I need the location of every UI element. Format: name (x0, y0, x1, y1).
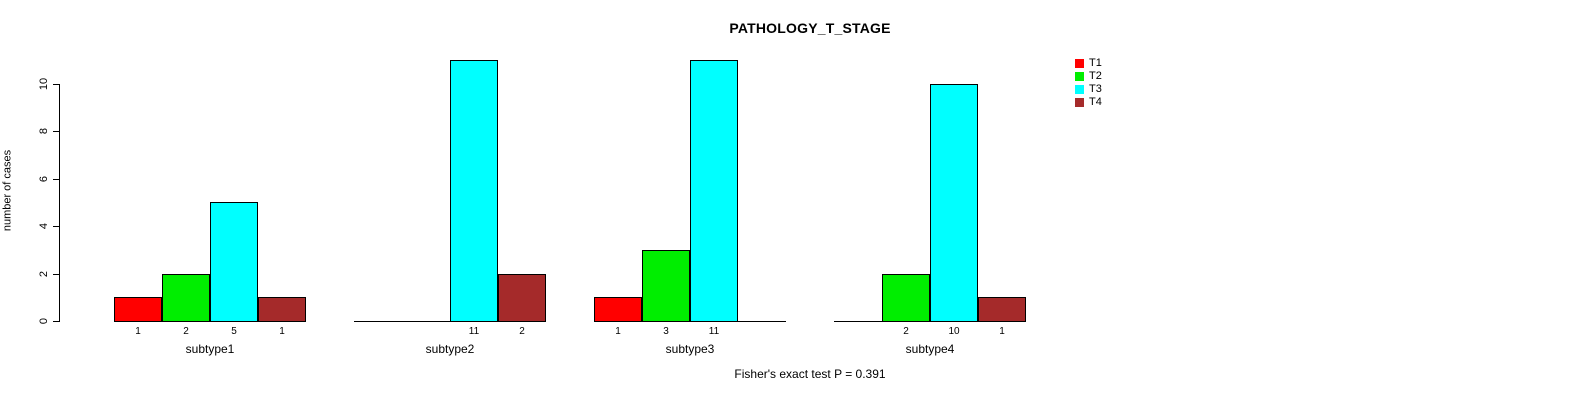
y-tick-mark (53, 179, 59, 180)
legend-swatch-t1 (1075, 59, 1084, 68)
legend-label: T2 (1089, 70, 1102, 82)
bar-t4 (258, 297, 306, 322)
bar-value-label: 3 (663, 326, 669, 337)
y-tick-label: 10 (38, 77, 50, 91)
bar-t4 (498, 274, 546, 322)
x-category-label: subtype1 (185, 342, 235, 356)
bar-value-label: 10 (948, 326, 960, 337)
fisher-test-caption: Fisher's exact test P = 0.391 (734, 367, 886, 381)
bar-value-label: 11 (708, 326, 720, 337)
y-tick-label: 8 (38, 127, 50, 135)
bar-value-label: 1 (279, 326, 285, 337)
y-tick-mark (53, 131, 59, 132)
legend-item: T4 (1075, 96, 1102, 109)
bar-t2 (162, 274, 210, 322)
y-tick-label: 0 (38, 317, 50, 325)
bar-t3 (210, 202, 258, 322)
y-tick-label: 2 (38, 270, 50, 278)
y-tick-mark (53, 226, 59, 227)
y-axis-label: number of cases (1, 149, 14, 232)
y-tick-label: 4 (38, 222, 50, 230)
y-tick-mark (53, 321, 59, 322)
x-category-label: subtype2 (425, 342, 475, 356)
bar-value-label: 1 (999, 326, 1005, 337)
bar-t1 (594, 297, 642, 322)
bar-value-label: 2 (519, 326, 525, 337)
bar-value-label: 2 (903, 326, 909, 337)
bar-t3 (930, 84, 978, 322)
y-axis-line (59, 84, 60, 322)
bar-value-label: 1 (135, 326, 141, 337)
legend-label: T1 (1089, 57, 1102, 69)
legend-item: T1 (1075, 57, 1102, 70)
bar-value-label: 1 (615, 326, 621, 337)
legend-label: T4 (1089, 96, 1102, 108)
legend-label: T3 (1089, 83, 1102, 95)
legend: T1 T2 T3 T4 (1075, 57, 1102, 109)
bar-value-label: 2 (183, 326, 189, 337)
legend-swatch-t4 (1075, 98, 1084, 107)
legend-swatch-t2 (1075, 72, 1084, 81)
bar-t2 (642, 250, 690, 322)
y-tick-label: 6 (38, 175, 50, 183)
chart-title: PATHOLOGY_T_STAGE (729, 20, 891, 36)
bar-value-label: 11 (468, 326, 480, 337)
bar-t1 (114, 297, 162, 322)
x-category-label: subtype4 (905, 342, 955, 356)
bar-t4 (978, 297, 1026, 322)
legend-item: T2 (1075, 70, 1102, 83)
legend-swatch-t3 (1075, 85, 1084, 94)
bar-t3 (690, 60, 738, 322)
y-tick-mark (53, 274, 59, 275)
bar-value-label: 5 (231, 326, 237, 337)
legend-item: T3 (1075, 83, 1102, 96)
y-tick-mark (53, 84, 59, 85)
bar-t2 (882, 274, 930, 322)
bar-t3 (450, 60, 498, 322)
x-category-label: subtype3 (665, 342, 715, 356)
